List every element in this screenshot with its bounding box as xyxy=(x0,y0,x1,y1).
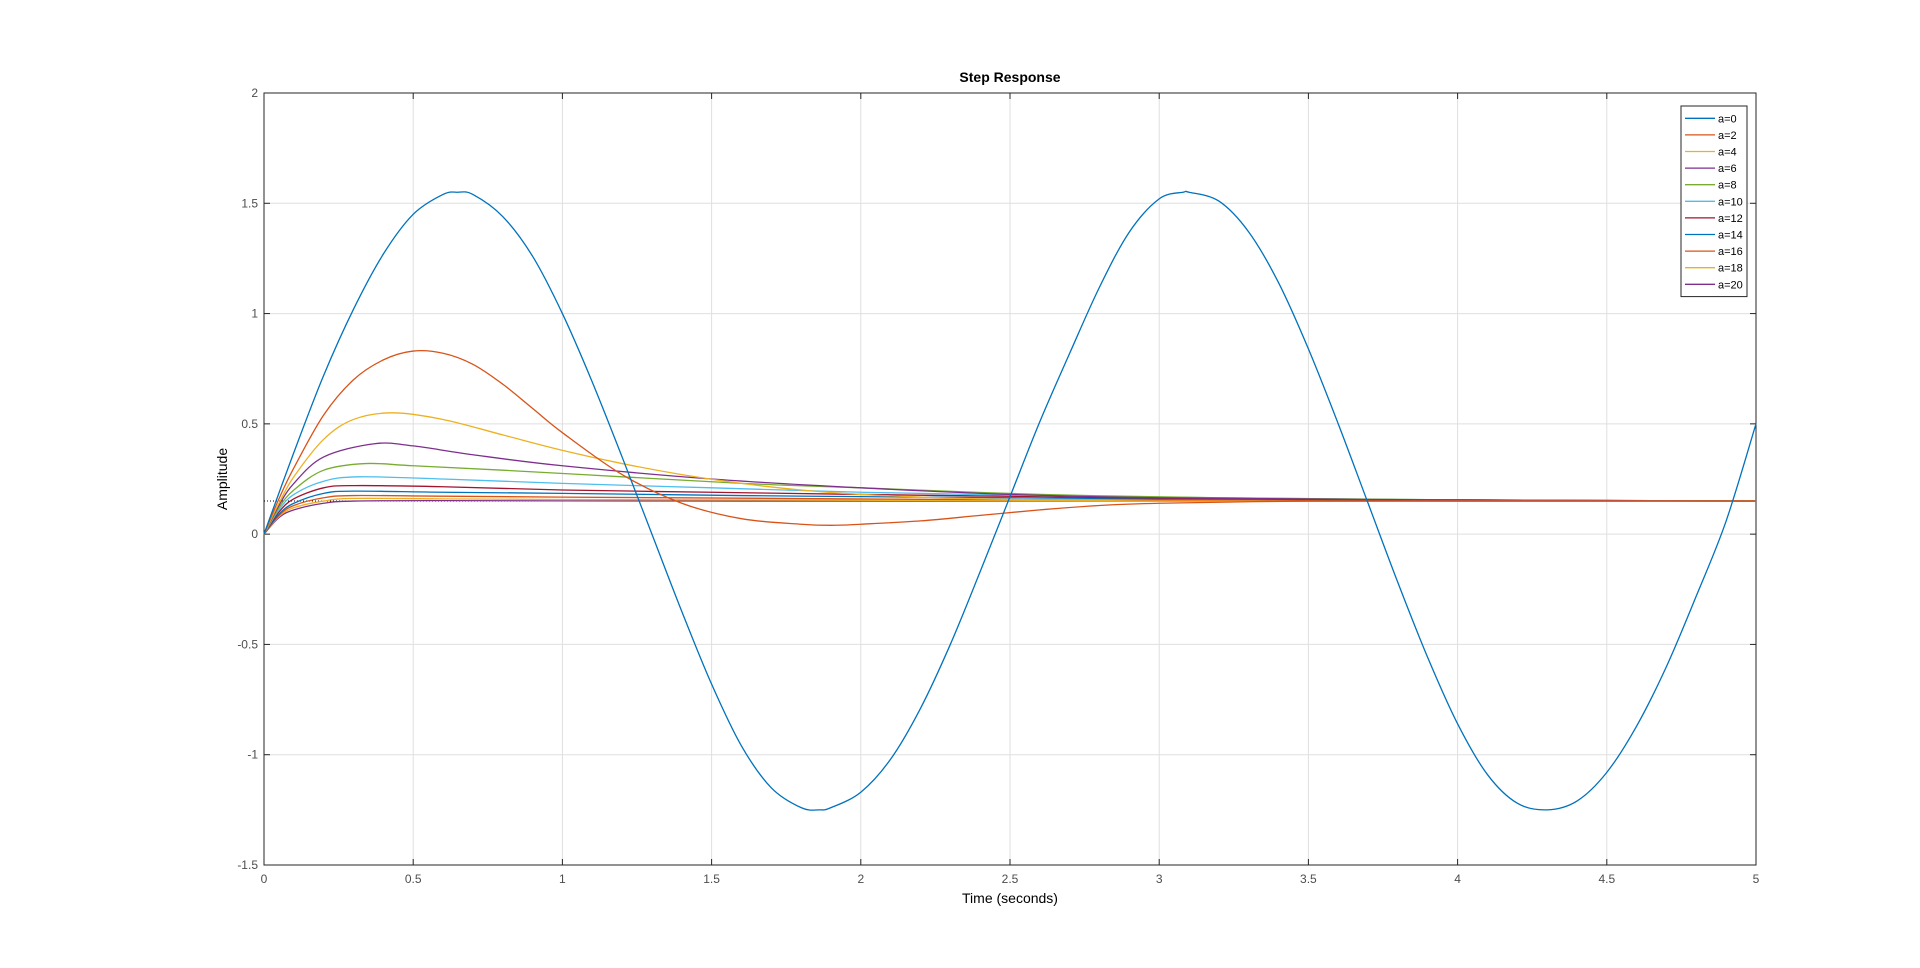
legend-entry-label: a=8 xyxy=(1718,180,1737,192)
y-tick-label: 1 xyxy=(251,307,258,321)
x-tick-label: 1.5 xyxy=(703,872,720,886)
legend-entry-label: a=2 xyxy=(1718,130,1737,142)
x-tick-label: 4 xyxy=(1454,872,1461,886)
y-tick-label: -1 xyxy=(247,748,258,762)
legend-entry-label: a=10 xyxy=(1718,196,1743,208)
legend-entry-label: a=12 xyxy=(1718,213,1743,225)
legend-entry-label: a=16 xyxy=(1718,246,1743,258)
x-tick-label: 1 xyxy=(559,872,566,886)
series-line-a-2 xyxy=(263,349,1756,535)
series-line-a-0 xyxy=(263,190,1757,811)
grid-lines xyxy=(264,93,1756,865)
x-tick-label: 2.5 xyxy=(1002,872,1019,886)
x-tick-label: 0 xyxy=(261,872,268,886)
x-tick-label: 3.5 xyxy=(1300,872,1317,886)
chart-title: Step Response xyxy=(959,69,1060,85)
x-tick-label: 4.5 xyxy=(1598,872,1615,886)
y-axis-label: Amplitude xyxy=(214,448,230,510)
y-tick-label: 0 xyxy=(251,527,258,541)
y-tick-label: 2 xyxy=(251,86,258,100)
x-tick-label: 5 xyxy=(1753,872,1760,886)
legend-entry-label: a=18 xyxy=(1718,263,1743,275)
x-tick-label: 0.5 xyxy=(405,872,422,886)
y-tick-label: -1.5 xyxy=(237,858,258,872)
legend-entry-label: a=0 xyxy=(1718,113,1737,125)
x-axis-label: Time (seconds) xyxy=(962,890,1058,906)
axis-ticks: 0 0.5 1 1.5 2 2.5 3 3.5 4 4.5 5 -1.5 -1 -0.5 0 0.5 1 1.5 2 xyxy=(237,86,1759,886)
legend-entry-label: a=20 xyxy=(1718,279,1743,291)
y-tick-label: 1.5 xyxy=(241,196,258,210)
legend: a=0 a=2 a=4 a=6 a=8 a=10 a=12 a=14 a=16 a=18 a=20 xyxy=(1680,105,1748,298)
legend-entry-label: a=6 xyxy=(1718,163,1737,175)
x-tick-label: 2 xyxy=(857,872,864,886)
legend-entry-label: a=14 xyxy=(1718,230,1743,242)
y-tick-label: -0.5 xyxy=(237,637,258,651)
series-layer xyxy=(263,190,1757,811)
legend-entry-label: a=4 xyxy=(1718,147,1737,159)
y-tick-label: 0.5 xyxy=(241,417,258,431)
x-tick-label: 3 xyxy=(1156,872,1163,886)
